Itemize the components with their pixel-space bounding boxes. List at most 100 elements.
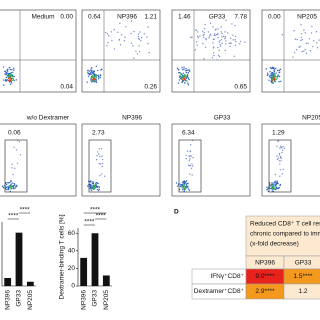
y-tick-label: 0 bbox=[71, 283, 75, 290]
cell-dot bbox=[196, 35, 199, 38]
header-line: chronic compared to immu bbox=[250, 231, 320, 238]
cell-dot bbox=[274, 75, 277, 78]
panel-title: Medium bbox=[31, 14, 54, 21]
cell-dot bbox=[8, 66, 11, 69]
cell-dot bbox=[209, 22, 212, 24]
cell-dot bbox=[204, 46, 207, 49]
plot-frame bbox=[171, 123, 251, 197]
cell-dot bbox=[269, 67, 272, 69]
bar bbox=[26, 281, 34, 286]
gate bbox=[88, 139, 112, 193]
cell-dot bbox=[188, 78, 190, 81]
cell-dot bbox=[137, 38, 140, 40]
cell-dot bbox=[188, 189, 191, 191]
cell-dot bbox=[5, 186, 7, 188]
cell-dot bbox=[215, 33, 218, 36]
panel-letter: D bbox=[174, 209, 179, 216]
cell-dot bbox=[97, 69, 99, 72]
cell-dot bbox=[271, 182, 273, 184]
cell-dot bbox=[282, 145, 284, 148]
cell-dot bbox=[182, 189, 184, 191]
cell-dot bbox=[238, 43, 241, 45]
plot-frame bbox=[81, 9, 161, 93]
cell-dot bbox=[277, 157, 279, 159]
cell-dot bbox=[176, 67, 179, 70]
cell-dot bbox=[10, 180, 12, 182]
cell-dot bbox=[266, 186, 268, 188]
cell-dot bbox=[277, 187, 279, 190]
cell-dot bbox=[14, 187, 16, 189]
cell-dot bbox=[98, 163, 100, 165]
cell-dot bbox=[274, 180, 276, 183]
cell-dot bbox=[137, 35, 140, 38]
cell-dot bbox=[93, 79, 95, 81]
cell-dot bbox=[217, 32, 219, 35]
cell-dot bbox=[107, 42, 109, 44]
cell-dot bbox=[191, 36, 193, 38]
cell-dot bbox=[217, 46, 219, 49]
cell-dot bbox=[138, 45, 140, 47]
cell-dot bbox=[201, 30, 204, 33]
cell-dot bbox=[89, 72, 91, 75]
cell-dot bbox=[118, 39, 120, 41]
cell-dot bbox=[119, 22, 121, 24]
cell-dot bbox=[87, 70, 89, 72]
cell-dot bbox=[182, 72, 185, 75]
cell-dot bbox=[225, 43, 227, 45]
cell-dot bbox=[222, 35, 225, 38]
cell-dot bbox=[267, 188, 269, 190]
cell-dot bbox=[191, 163, 193, 165]
cell-dot bbox=[95, 158, 98, 161]
cell-dot bbox=[97, 75, 100, 77]
cell-dot bbox=[12, 173, 14, 176]
cell-dot bbox=[96, 185, 98, 188]
cell-dot bbox=[234, 44, 237, 47]
cell-dot bbox=[221, 36, 223, 38]
cell-dot bbox=[311, 25, 313, 28]
cell-dot bbox=[199, 35, 201, 37]
cell-dot bbox=[140, 40, 142, 42]
cell-dot bbox=[185, 187, 187, 189]
cell-dot bbox=[91, 67, 93, 69]
cell-dot bbox=[232, 34, 234, 36]
cell-dot bbox=[11, 163, 13, 165]
cell-dot bbox=[16, 185, 18, 188]
cell-dot bbox=[274, 173, 276, 176]
cell-dot bbox=[184, 181, 186, 183]
bar bbox=[80, 257, 88, 286]
cell-dot bbox=[98, 148, 100, 150]
cell-dot bbox=[281, 147, 283, 149]
cell-dot bbox=[132, 45, 134, 47]
cell-dot bbox=[90, 187, 92, 190]
cell-dot bbox=[97, 182, 99, 185]
table-header bbox=[245, 215, 320, 257]
quadrant-value: 1.21 bbox=[144, 14, 157, 21]
cell-dot bbox=[280, 160, 282, 162]
cell-dot bbox=[98, 153, 100, 155]
cell-dot bbox=[208, 37, 210, 39]
cell-dot bbox=[316, 42, 318, 44]
cell-dot bbox=[187, 77, 190, 79]
cell-dot bbox=[185, 77, 187, 80]
cell-dot bbox=[191, 174, 193, 176]
cell-dot bbox=[186, 80, 188, 82]
cell-dot bbox=[207, 31, 210, 33]
cell-dot bbox=[279, 169, 282, 171]
cell-dot bbox=[86, 81, 88, 83]
cell-dot bbox=[185, 71, 188, 74]
cell-dot bbox=[15, 149, 18, 151]
cell-dot bbox=[183, 188, 185, 190]
cell-dot bbox=[188, 160, 190, 162]
significance-label: **** bbox=[8, 213, 19, 220]
cell-dot bbox=[130, 32, 132, 35]
significance-label: **** bbox=[90, 207, 101, 214]
row-label: Dextramer⁺CD8⁺ bbox=[194, 288, 245, 295]
value-text: 9.0**** bbox=[255, 273, 275, 280]
column-header: GP33 bbox=[295, 260, 312, 267]
cell-dot bbox=[6, 69, 8, 71]
cell-dot bbox=[182, 186, 184, 188]
cell-dot bbox=[97, 186, 99, 188]
cell-dot bbox=[6, 189, 8, 191]
cell-dot bbox=[93, 184, 96, 187]
cell-dot bbox=[296, 38, 298, 41]
